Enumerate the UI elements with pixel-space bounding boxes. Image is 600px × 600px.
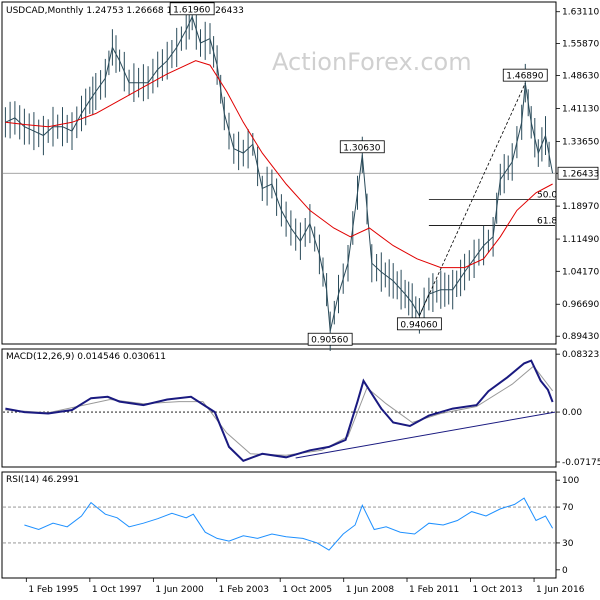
price-y-label: 1.41130 xyxy=(562,105,599,115)
x-tick-label: 1 Oct 1997 xyxy=(92,585,142,595)
macd-line xyxy=(5,359,554,462)
rsi-line xyxy=(24,497,554,551)
x-tick-label: 1 Oct 2013 xyxy=(473,585,523,595)
axis-layer: 1 Feb 1995 1 Oct 1997 1 Jun 2000 1 Feb 2003… xyxy=(25,578,585,595)
macd-trendline xyxy=(295,411,556,459)
price-annotation-box xyxy=(502,68,548,82)
price-annotation-box xyxy=(339,140,385,154)
x-tick-label: 1 Oct 2005 xyxy=(282,585,332,595)
price-annotation-box xyxy=(307,332,353,346)
price-annotation-box xyxy=(396,317,442,331)
price-y-label: 1.11490 xyxy=(562,235,599,245)
trendline-dashed xyxy=(419,82,526,316)
price-y-label: 0.96690 xyxy=(562,300,599,310)
rsi-panel-frame xyxy=(1,471,557,579)
price-layer: 50.0 61.8 1.61960 1.30630 0.90560 0.94060 1.46… xyxy=(3,2,599,351)
price-y-label: 1.04170 xyxy=(562,267,599,277)
current-price-box xyxy=(557,166,599,180)
price-annotation-box xyxy=(169,2,215,16)
price-annotation-label: 1.30630 xyxy=(343,143,380,153)
x-tick-label: 1 Jun 2008 xyxy=(346,585,395,595)
fib-level-label: 61.8 xyxy=(537,217,557,227)
x-tick-label: 1 Feb 2003 xyxy=(219,585,269,595)
price-annotation-label: 1.46890 xyxy=(506,72,543,82)
moving-average-line xyxy=(5,60,553,269)
x-tick-label: 1 Feb 2011 xyxy=(409,585,459,595)
macd-y-label: 0.083235 xyxy=(562,350,600,360)
macd-y-label: 0.00 xyxy=(562,408,582,418)
price-y-label: 1.63110 xyxy=(562,8,599,18)
macd-layer: 0.083235 0.00 -0.071752 xyxy=(3,350,600,468)
price-y-label: 1.33650 xyxy=(562,137,599,147)
price-series-line xyxy=(5,15,554,332)
price-annotation-label: 0.90560 xyxy=(311,336,348,346)
price-annotation-label: 1.61960 xyxy=(173,5,210,15)
price-header: USDCAD,Monthly 1.24753 1.26668 1.24500 1… xyxy=(6,6,244,16)
rsi-header: RSI(14) 46.2991 xyxy=(6,475,79,485)
price-y-label: 1.55870 xyxy=(562,40,599,50)
rsi-y-label: 30 xyxy=(562,539,574,549)
rsi-y-label: 70 xyxy=(562,503,574,513)
x-tick-label: 1 Jun 2016 xyxy=(536,585,585,595)
price-y-label: 1.48630 xyxy=(562,71,599,81)
macd-header: MACD(12,26,9) 0.014546 0.030611 xyxy=(6,352,166,362)
rsi-layer: 100 70 30 0 xyxy=(3,476,579,576)
macd-y-label: -0.071752 xyxy=(562,458,600,468)
price-y-label: 0.89430 xyxy=(562,332,599,342)
rsi-y-label: 0 xyxy=(562,566,568,576)
price-annotation-label: 0.94060 xyxy=(400,320,437,330)
price-y-label: 1.26433 xyxy=(562,169,599,179)
macd-panel-frame xyxy=(1,348,557,468)
fib-level-label: 50.0 xyxy=(537,190,557,200)
price-y-label: 1.18970 xyxy=(562,202,599,212)
x-tick-label: 1 Feb 1995 xyxy=(28,585,78,595)
watermark: ActionForex.com xyxy=(272,48,472,76)
x-tick-label: 1 Jun 2000 xyxy=(155,585,204,595)
rsi-y-label: 100 xyxy=(562,476,579,486)
